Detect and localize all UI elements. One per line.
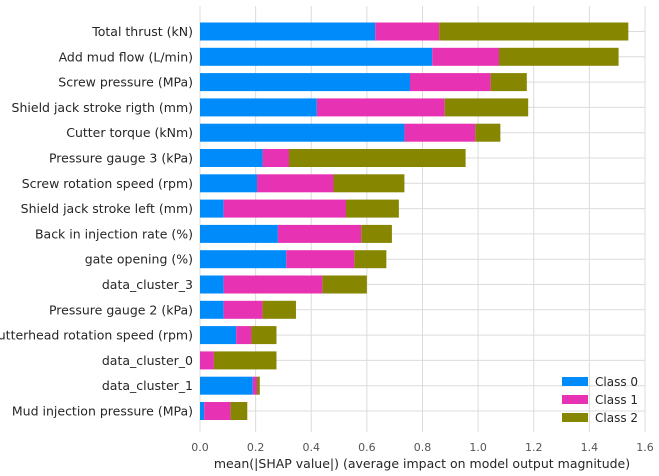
bar-segment-class-1: [204, 402, 231, 420]
bar-segment-class-0: [200, 402, 205, 420]
bar-segment-class-0: [200, 73, 410, 92]
x-axis-ticks: 0.0 0.2 0.4 0.6 0.8 1.0 1.2 1.4 1.6: [191, 441, 654, 454]
bar-segment-class-2: [475, 123, 501, 142]
bar-segment-class-1: [223, 300, 263, 319]
bar-segment-class-2: [490, 73, 527, 92]
category-labels: Total thrust (kN) Add mud flow (L/min) Scr…: [0, 24, 193, 419]
bar-segment-class-2: [213, 351, 277, 370]
bar-segment-class-2: [439, 22, 629, 41]
bar-segment-class-0: [200, 275, 224, 294]
x-tick-label: 0.4: [303, 441, 321, 454]
bar-segment-class-2: [251, 326, 277, 345]
bar-segment-class-0: [200, 326, 237, 345]
category-label: Mud injection pressure (MPa): [12, 404, 193, 419]
category-label: data_cluster_1: [102, 378, 193, 393]
bar-segment-class-2: [257, 376, 260, 395]
bar-segment-class-2: [354, 250, 387, 269]
category-label: Pressure gauge 3 (kPa): [49, 151, 193, 166]
bar-segment-class-2: [346, 199, 399, 218]
legend-entry: Class 0: [595, 375, 638, 389]
bar-segment-class-0: [200, 123, 405, 142]
bar-segment-class-1: [286, 250, 355, 269]
legend-entry: Class 1: [595, 393, 638, 407]
bar-segment-class-1: [316, 98, 445, 117]
bar-segment-class-1: [236, 326, 252, 345]
bar-segment-class-1: [252, 376, 258, 395]
bar-segment-class-1: [375, 22, 440, 41]
bar-segment-class-1: [404, 123, 476, 142]
category-label: Screw pressure (MPa): [58, 75, 193, 90]
bar-segment-class-1: [262, 149, 289, 167]
bar-segment-class-2: [444, 98, 529, 117]
category-label: Add mud flow (L/min): [59, 49, 193, 64]
bar-segment-class-0: [200, 376, 253, 395]
x-tick-label: 1.2: [525, 441, 543, 454]
bar-segment-class-1: [409, 73, 491, 92]
category-label: Pressure gauge 2 (kPa): [49, 302, 193, 317]
category-label: Back in injection rate (%): [35, 226, 193, 241]
bar-segment-class-0: [200, 174, 258, 193]
legend-swatch: [562, 395, 588, 404]
bar-segment-class-0: [200, 300, 224, 319]
x-tick-label: 1.6: [636, 441, 654, 454]
x-tick-label: 0.8: [414, 441, 432, 454]
bar-segment-class-2: [262, 300, 296, 319]
category-label: Cutter torque (kNm): [66, 125, 193, 140]
bar-segment-class-2: [498, 47, 619, 66]
x-tick-label: 1.0: [469, 441, 487, 454]
x-axis-label: mean(|SHAP value|) (average impact on mo…: [214, 456, 630, 471]
bar-segment-class-1: [223, 199, 347, 218]
category-label: data_cluster_0: [102, 353, 193, 368]
bar-segment-class-2: [230, 402, 248, 420]
x-tick-label: 0.2: [247, 441, 265, 454]
category-label: Shield jack stroke left (mm): [21, 201, 193, 216]
bar-segment-class-1: [200, 351, 214, 370]
x-tick-label: 0.6: [358, 441, 376, 454]
category-label: Total thrust (kN): [91, 24, 193, 39]
category-label: data_cluster_3: [102, 277, 193, 292]
bar-segment-class-0: [200, 149, 263, 167]
bar-segment-class-1: [223, 275, 323, 294]
bar-segment-class-0: [200, 250, 287, 269]
bar-segment-class-0: [200, 224, 278, 243]
legend-swatch: [562, 413, 588, 422]
bar-segment-class-0: [200, 22, 376, 41]
bar-segment-class-0: [200, 47, 433, 66]
category-label: Screw rotation speed (rpm): [22, 176, 193, 191]
bar-segment-class-2: [361, 224, 392, 243]
category-label: gate opening (%): [85, 252, 193, 267]
stacked-bars: [200, 22, 629, 420]
bar-segment-class-1: [432, 47, 499, 66]
x-tick-label: 0.0: [191, 441, 209, 454]
legend: Class 0 Class 1 Class 2: [562, 375, 638, 425]
bar-segment-class-2: [322, 275, 367, 294]
category-label: Shield jack stroke rigth (mm): [12, 100, 193, 115]
bar-segment-class-0: [200, 98, 317, 117]
category-label: Cutterhead rotation speed (rpm): [0, 328, 193, 343]
bar-segment-class-2: [333, 174, 405, 193]
legend-swatch: [562, 377, 588, 386]
bar-segment-class-1: [257, 174, 334, 193]
bar-segment-class-0: [200, 199, 224, 218]
bar-segment-class-2: [289, 149, 466, 167]
x-tick-label: 1.4: [581, 441, 599, 454]
bar-segment-class-1: [277, 224, 362, 243]
legend-entry: Class 2: [595, 411, 638, 425]
